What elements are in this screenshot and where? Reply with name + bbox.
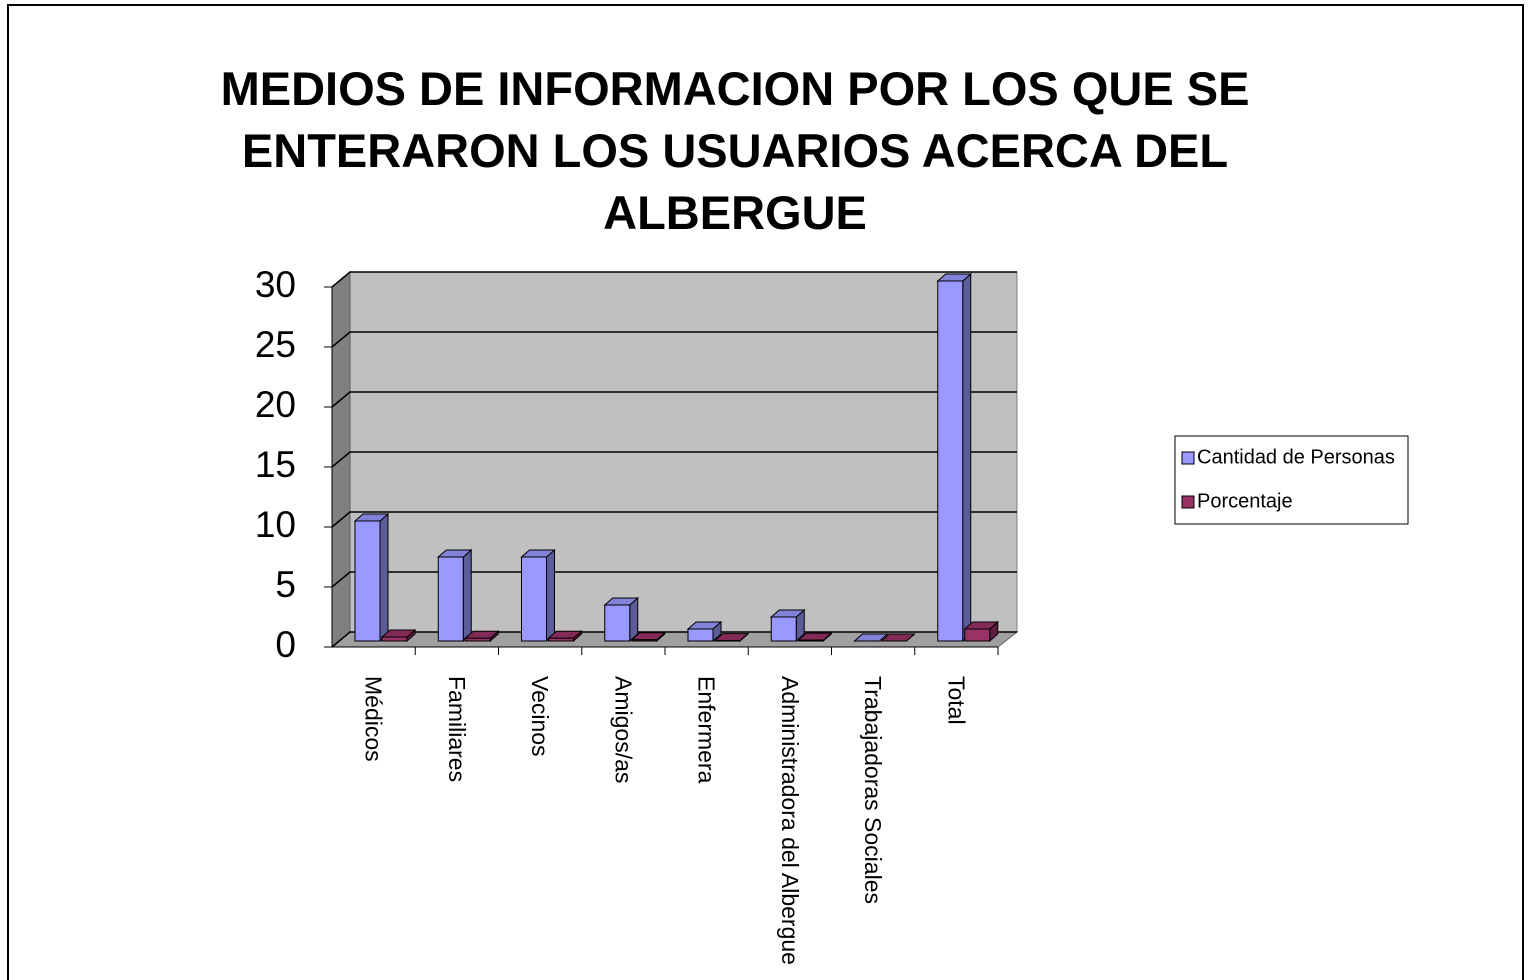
legend-swatch — [1181, 495, 1195, 509]
y-tick-label: 10 — [255, 504, 296, 545]
grid-line — [331, 271, 1017, 288]
x-tick-label: Total — [943, 676, 969, 725]
bar-side — [462, 548, 472, 643]
y-tick-label: 25 — [255, 324, 296, 365]
x-tick-label: Administradora del Albergue — [777, 676, 803, 965]
grid-line — [331, 511, 1017, 528]
chart-title: MEDIOS DE INFORMACION POR LOS QUE SE ENT… — [220, 62, 1250, 239]
legend-swatch — [1181, 451, 1195, 465]
legend-label: Porcentaje — [1197, 490, 1293, 512]
y-tick-label: 30 — [255, 264, 296, 305]
y-tick-label: 5 — [275, 564, 296, 605]
bar — [797, 639, 824, 642]
frame — [7, 4, 1524, 980]
bar-side — [546, 548, 555, 643]
x-tick-label: Médicos — [361, 676, 387, 762]
bar — [604, 604, 631, 642]
legend-label: Cantidad de Personas — [1197, 446, 1395, 468]
bar — [464, 637, 491, 642]
y-tick-label: 15 — [255, 444, 296, 485]
y-tick-label: 20 — [255, 384, 296, 425]
x-tick-label: Familiares — [444, 676, 470, 782]
legend-box — [1174, 435, 1409, 525]
grid-line — [331, 331, 1017, 348]
y-tick-label: 0 — [275, 624, 296, 665]
x-tick-label: Vecinos — [527, 676, 553, 757]
bar-side — [962, 272, 972, 643]
grid-line — [331, 451, 1017, 468]
bar — [770, 616, 797, 642]
bar — [631, 639, 658, 642]
bar — [548, 637, 574, 642]
grid-line — [331, 571, 1017, 588]
bar-top — [880, 633, 916, 642]
bar-top — [853, 633, 889, 642]
bar-side — [379, 512, 389, 643]
bar — [937, 280, 964, 642]
bar — [381, 636, 408, 642]
bar — [521, 556, 547, 642]
bar — [687, 628, 714, 642]
grid-line — [331, 391, 1017, 408]
x-tick-label: Enfermera — [694, 676, 720, 784]
x-tick-label: Trabajadoras Sociales — [860, 676, 886, 904]
bar — [964, 628, 991, 642]
x-tick-label: Amigos/as — [610, 676, 636, 783]
bar — [437, 556, 464, 642]
bar — [354, 520, 381, 642]
